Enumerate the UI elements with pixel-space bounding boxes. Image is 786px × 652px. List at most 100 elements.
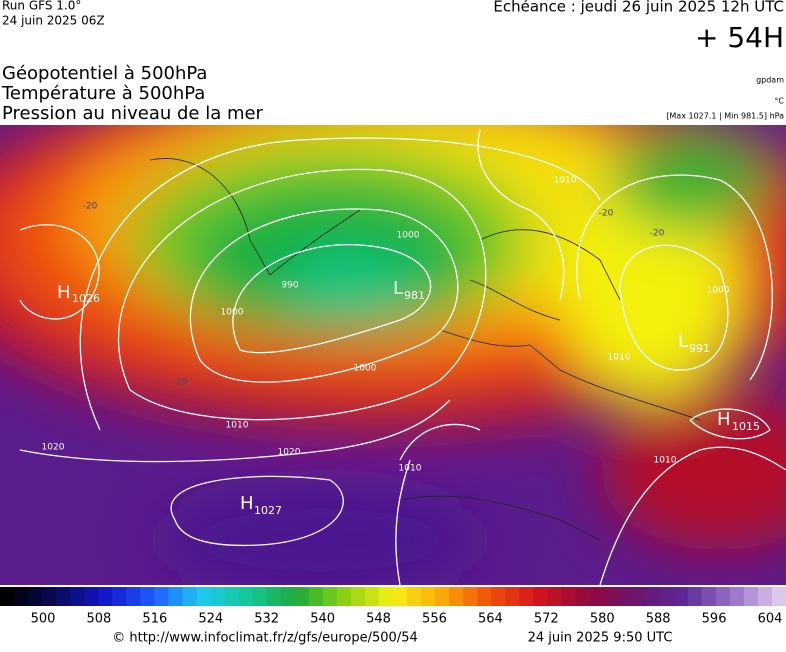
legend-swatch: [56, 587, 71, 606]
pressure-center-value: 1015: [732, 420, 760, 433]
map: [0, 125, 786, 585]
isobar-label: 1010: [608, 353, 631, 363]
legend-swatch: [505, 587, 520, 606]
pressure-center-value: 981: [404, 289, 425, 302]
legend-swatch: [449, 587, 464, 606]
unit-pressure: [Max 1027.1 | Min 981.5] hPa: [666, 112, 784, 121]
legend-tick-label: 596: [702, 612, 727, 627]
legend-swatch: [224, 587, 240, 606]
legend-swatch: [182, 587, 197, 606]
pressure-center-label: L: [678, 331, 688, 352]
legend-swatch: [154, 587, 169, 606]
legend-swatch: [112, 587, 127, 606]
isobar-label: 1000: [707, 286, 730, 296]
legend-tick-label: 500: [31, 612, 56, 627]
lead-time: + 54H: [695, 21, 784, 54]
legend-swatch: [364, 587, 380, 606]
legend-swatch: [14, 587, 29, 606]
legend-swatch: [421, 587, 436, 606]
legend-swatch: [238, 587, 254, 606]
legend-tick-label: 580: [590, 612, 615, 627]
isobar-label: 1000: [397, 231, 420, 241]
legend-swatch: [350, 587, 366, 606]
legend-swatch: [378, 587, 394, 606]
legend-swatch: [617, 587, 633, 606]
legend-tick-label: 604: [758, 612, 783, 627]
temperature-label: -20: [83, 202, 98, 212]
legend-swatch: [322, 587, 338, 606]
legend-swatch: [308, 587, 324, 606]
pressure-center-value: 1027: [254, 504, 282, 517]
legend-swatch: [435, 587, 450, 606]
legend-swatch: [42, 587, 57, 606]
legend-swatch: [589, 587, 605, 606]
legend-swatch: [743, 587, 759, 606]
legend-swatch: [715, 587, 731, 606]
legend-swatch: [547, 587, 562, 606]
legend-tick-label: 548: [366, 612, 391, 627]
legend-tick-label: 516: [142, 612, 167, 627]
legend-swatch: [28, 587, 43, 606]
isobar-label: 1010: [554, 176, 577, 186]
legend-swatch: [687, 587, 703, 606]
legend-swatch: [252, 587, 268, 606]
pressure-center-value: 991: [689, 342, 710, 355]
isobar-label: 1000: [354, 364, 377, 374]
legend-tick-label: 508: [87, 612, 112, 627]
isobar-label: 1020: [42, 443, 65, 453]
legend-tick-label: 572: [534, 612, 559, 627]
legend-swatch: [280, 587, 296, 606]
legend-swatch: [533, 587, 548, 606]
pressure-center-label: H: [240, 493, 254, 514]
legend-swatch: [407, 587, 422, 606]
legend-swatch: [294, 587, 310, 606]
legend-swatch: [771, 587, 786, 606]
legend-swatch: [266, 587, 282, 606]
legend-swatch: [126, 587, 141, 606]
color-legend: 500 508 516 524 532 540 548 556 564 572 580 588 596 6…: [0, 587, 786, 627]
pressure-center-value: 1026: [72, 292, 100, 305]
run-time: 24 juin 2025 06Z: [2, 14, 105, 28]
unit-geopotential: gpdam: [756, 76, 784, 85]
footer-date: 24 juin 2025 9:50 UTC: [528, 631, 673, 646]
legend-swatch: [98, 587, 113, 606]
isobar-label: 990: [281, 281, 298, 291]
legend-tick-label: 532: [254, 612, 279, 627]
valid-time: Echéance : jeudi 26 juin 2025 12h UTC: [493, 0, 784, 16]
legend-swatch: [603, 587, 619, 606]
legend-swatch: [463, 587, 478, 606]
legend-swatch: [336, 587, 352, 606]
legend-swatch: [729, 587, 745, 606]
isobar-label: 1010: [226, 421, 249, 431]
legend-swatch: [631, 587, 647, 606]
legend-swatch: [575, 587, 590, 606]
isobar-label: 1020: [278, 448, 301, 458]
legend-swatch: [757, 587, 773, 606]
title-temperature: Température à 500hPa: [1, 83, 205, 104]
legend-swatch: [659, 587, 675, 606]
legend-tick-label: 540: [310, 612, 335, 627]
legend-swatch: [196, 587, 212, 606]
legend-swatch: [393, 587, 408, 606]
title-geopotential: Géopotentiel à 500hPa: [2, 63, 207, 84]
legend-swatch: [561, 587, 576, 606]
legend-swatch: [140, 587, 155, 606]
legend-swatch: [673, 587, 689, 606]
title-pressure: Pression au niveau de la mer: [2, 103, 264, 124]
isobar-label: 1010: [654, 456, 677, 466]
legend-tick-label: 588: [646, 612, 671, 627]
temperature-label: -20: [599, 209, 614, 219]
footer-url: © http://www.infoclimat.fr/z/gfs/europe/…: [112, 631, 418, 646]
temperature-label: -20: [650, 229, 665, 239]
legend-swatch: [519, 587, 534, 606]
temperature-label: -20: [173, 378, 188, 388]
pressure-center-label: H: [717, 409, 731, 430]
pressure-center-label: L: [393, 278, 403, 299]
isobar-label: 1010: [399, 464, 422, 474]
legend-swatch: [0, 587, 15, 606]
legend-tick-label: 564: [478, 612, 503, 627]
legend-tick-label: 556: [422, 612, 447, 627]
legend-swatch: [84, 587, 99, 606]
pressure-center-label: H: [57, 282, 71, 303]
